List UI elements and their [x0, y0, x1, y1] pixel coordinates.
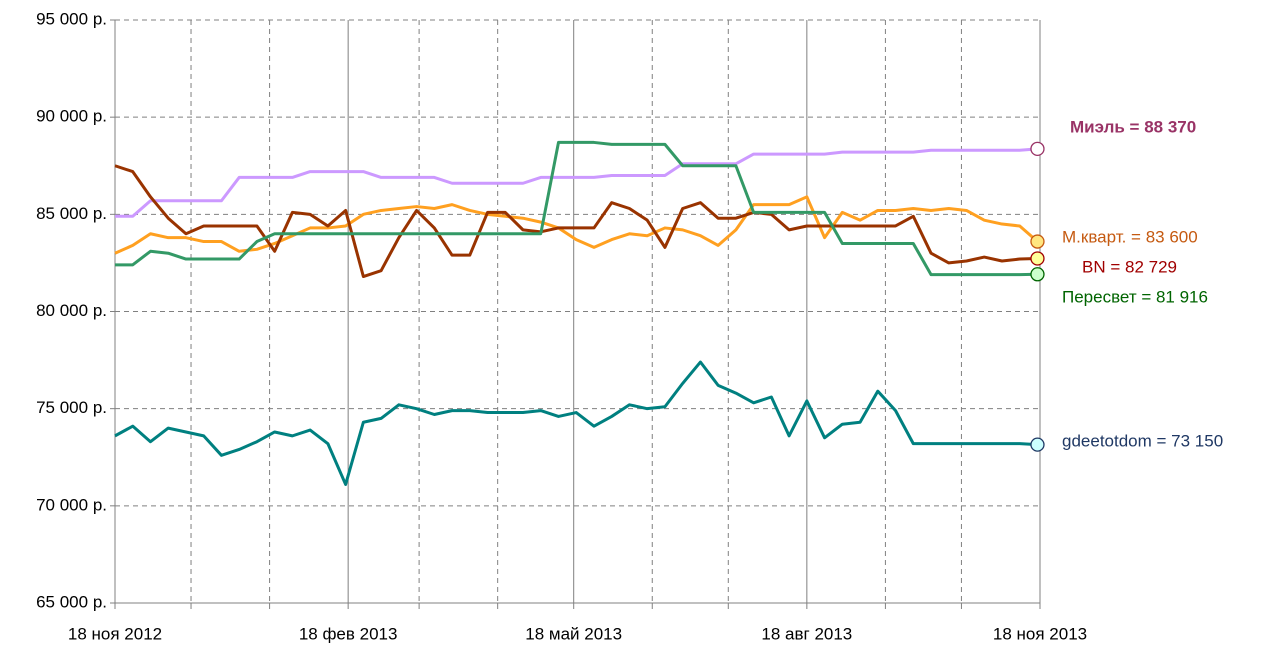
end-marker — [1030, 437, 1045, 452]
y-tick-label: 65 000 р. — [36, 592, 107, 611]
x-tick-label: 18 фев 2013 — [299, 624, 398, 643]
end-marker — [1030, 141, 1045, 156]
series-label: Миэль = 88 370 — [1070, 117, 1196, 136]
x-tick-label: 18 ноя 2012 — [68, 624, 162, 643]
end-marker — [1030, 267, 1045, 282]
y-tick-label: 95 000 р. — [36, 9, 107, 28]
y-tick-label: 90 000 р. — [36, 107, 107, 126]
series-line — [114, 360, 1038, 486]
y-tick-label: 80 000 р. — [36, 301, 107, 320]
x-tick-label: 18 май 2013 — [525, 624, 622, 643]
end-marker — [1030, 234, 1045, 249]
y-tick-label: 85 000 р. — [36, 204, 107, 223]
series-line — [114, 164, 1038, 279]
series-label: gdeetotdom = 73 150 — [1062, 431, 1223, 450]
y-tick-label: 75 000 р. — [36, 398, 107, 417]
series-label: М.кварт. = 83 600 — [1062, 227, 1198, 246]
series-label: Пересвет = 81 916 — [1062, 287, 1208, 306]
series-line — [115, 147, 1038, 218]
series-label: BN = 82 729 — [1082, 257, 1177, 276]
y-tick-label: 70 000 р. — [36, 495, 107, 514]
series-line — [115, 140, 1038, 277]
end-marker — [1030, 251, 1045, 266]
x-tick-label: 18 авг 2013 — [761, 624, 852, 643]
x-tick-label: 18 ноя 2013 — [993, 624, 1087, 643]
